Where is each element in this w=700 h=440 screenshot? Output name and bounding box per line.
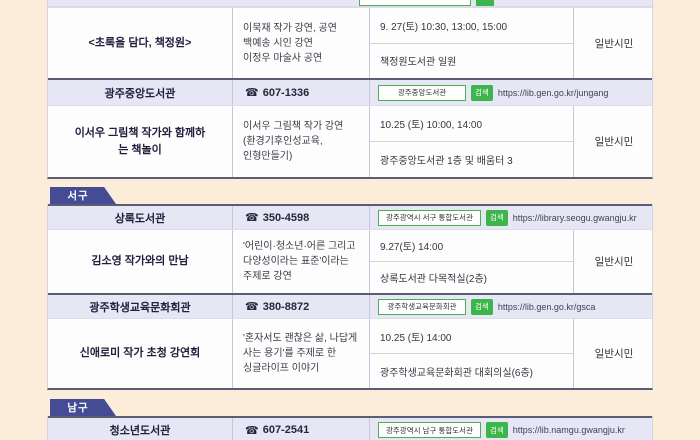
district-table-namgu: 청소년도서관 ☎ 607-2541 광주광역시 남구 통합도서관 검색 http… (47, 416, 653, 440)
library-name: 상록도서관 (48, 206, 233, 229)
library-name: 광주학생교육문화회관 (48, 295, 233, 318)
description-line: 인형만들기) (243, 151, 293, 162)
event-datetime: 9. 27(토) 10:30, 13:00, 15:00 (370, 8, 573, 44)
event-datetime: 9.27(토) 14:00 (370, 230, 573, 262)
event-title: <초록을 담다, 책정원> (48, 8, 233, 78)
event-place: 광주학생교육문화회관 대회의실(6층) (380, 367, 533, 379)
library-phone: ☎ 607-2541 (233, 418, 370, 440)
events-table-page: <초록을 담다, 책정원> 이묵재 작가 강연, 공연 백예송 시인 강연 이정… (47, 0, 653, 440)
event-title: 이서우 그림책 작가와 함께하는 책놀이 (48, 106, 233, 177)
event-row: 신애로미 작가 초청 강연회 '혼자서도 괜찮은 삶, 나답게 사는 용기'를 … (48, 318, 652, 388)
event-description: 이묵재 작가 강연, 공연 백예송 시인 강연 이정우 마술사 공연 (233, 8, 370, 78)
library-search-box: 광주중앙도서관 (378, 84, 466, 101)
library-row: 광주중앙도서관 ☎ 607-1336 광주중앙도서관 검색 https://li… (48, 78, 652, 105)
event-schedule: 10.25 (토) 14:00 광주학생교육문화회관 대회의실(6층) (370, 319, 574, 388)
description-line: 이서우 그림책 작가 강연 (243, 121, 344, 132)
partial-search-box (359, 0, 471, 6)
cutoff-library-row (48, 0, 652, 7)
event-target: 일반시민 (594, 37, 634, 50)
phone-number: 607-2541 (262, 424, 310, 436)
library-search-area: 광주학생교육문화회관 검색 https://lib.gen.go.kr/gsca (370, 295, 654, 318)
event-target: 일반시민 (594, 136, 634, 148)
description-line: 이정우 마술사 공연 (243, 52, 323, 64)
phone-icon: ☎ (245, 212, 259, 224)
event-description: '혼자서도 괜찮은 삶, 나답게 사는 용기'를 주제로 한 싱글라이프 이야기 (233, 319, 370, 388)
description-line: (환경기후인성교육, (243, 136, 323, 147)
district-gap: 남구 (47, 390, 653, 416)
event-row: 이서우 그림책 작가와 함께하는 책놀이 이서우 그림책 작가 강연 (환경기후… (48, 105, 652, 177)
event-place: 책정원도서관 일원 (380, 57, 457, 69)
search-button[interactable]: 검색 (485, 209, 508, 226)
library-name: 광주중앙도서관 (48, 80, 233, 105)
event-place: 상록도서관 다목적실(2층) (380, 274, 487, 285)
library-row: 광주학생교육문화회관 ☎ 380-8872 광주학생교육문화회관 검색 http… (48, 293, 652, 318)
district-tab-seogu: 서구 (50, 187, 116, 204)
phone-icon: ☎ (245, 301, 259, 313)
phone-number: 350-4598 (262, 211, 310, 224)
event-title: 신애로미 작가 초청 강연회 (48, 319, 233, 388)
library-phone: ☎ 350-4598 (233, 206, 370, 229)
event-description: 이서우 그림책 작가 강연 (환경기후인성교육, 인형만들기) (233, 106, 370, 177)
district-table-seogu: 상록도서관 ☎ 350-4598 광주광역시 서구 통합도서관 검색 https… (47, 204, 653, 390)
district-gap: 서구 (47, 179, 653, 204)
phone-number: 607-1336 (262, 86, 310, 99)
event-target: 일반시민 (594, 256, 634, 268)
search-button[interactable]: 검색 (471, 84, 493, 101)
partial-search-button (476, 0, 494, 6)
event-place: 광주중앙도서관 1층 및 배움터 3 (380, 156, 513, 167)
description-line: 백예송 시인 강연 (243, 37, 313, 49)
description-line: '혼자서도 괜찮은 삶, 나답게 (243, 333, 358, 344)
description-line: 싱글라이프 이야기 (243, 363, 320, 374)
library-search-box: 광주학생교육문화회관 (378, 298, 466, 315)
event-row: <초록을 담다, 책정원> 이묵재 작가 강연, 공연 백예송 시인 강연 이정… (48, 7, 652, 78)
event-datetime: 10.25 (토) 10:00, 14:00 (370, 106, 573, 142)
library-url-link[interactable]: https://lib.gen.go.kr/gsca (497, 301, 596, 312)
library-search-area: 광주광역시 서구 통합도서관 검색 https://library.seogu.… (370, 206, 654, 229)
library-url-link[interactable]: https://library.seogu.gwangju.kr (512, 212, 637, 223)
description-line: 주제로 강연 (243, 271, 292, 282)
library-search-area: 광주중앙도서관 검색 https://lib.gen.go.kr/jungang (370, 80, 654, 105)
library-search-area: 광주광역시 남구 통합도서관 검색 https://lib.namgu.gwan… (370, 418, 654, 440)
phone-number: 380-8872 (262, 300, 310, 313)
library-row: 상록도서관 ☎ 350-4598 광주광역시 서구 통합도서관 검색 https… (48, 204, 652, 229)
library-row: 청소년도서관 ☎ 607-2541 광주광역시 남구 통합도서관 검색 http… (48, 416, 652, 440)
phone-icon: ☎ (245, 87, 259, 99)
library-name: 청소년도서관 (48, 418, 233, 440)
description-line: 다양성이라는 표준'이라는 (243, 256, 349, 267)
district-table-top: <초록을 담다, 책정원> 이묵재 작가 강연, 공연 백예송 시인 강연 이정… (47, 0, 653, 179)
event-description: '어린이·청소년·어른 그리고 다양성이라는 표준'이라는 주제로 강연 (233, 230, 370, 293)
district-tab-namgu: 남구 (50, 399, 116, 416)
event-schedule: 9. 27(토) 10:30, 13:00, 15:00 책정원도서관 일원 (370, 8, 574, 78)
search-button[interactable]: 검색 (471, 298, 493, 315)
library-search-box: 광주광역시 서구 통합도서관 (378, 209, 481, 226)
search-button[interactable]: 검색 (485, 422, 508, 438)
library-search-box: 광주광역시 남구 통합도서관 (378, 422, 481, 438)
event-schedule: 10.25 (토) 10:00, 14:00 광주중앙도서관 1층 및 배움터 … (370, 106, 574, 177)
event-schedule: 9.27(토) 14:00 상록도서관 다목적실(2층) (370, 230, 574, 293)
library-url-link[interactable]: https://lib.namgu.gwangju.kr (512, 425, 625, 435)
event-title: 김소영 작가와의 만남 (48, 230, 233, 293)
phone-icon: ☎ (245, 424, 259, 437)
library-url-link[interactable]: https://lib.gen.go.kr/jungang (497, 87, 609, 98)
event-target: 일반시민 (594, 348, 634, 360)
event-row: 김소영 작가와의 만남 '어린이·청소년·어른 그리고 다양성이라는 표준'이라… (48, 229, 652, 293)
description-line: '어린이·청소년·어른 그리고 (243, 241, 356, 252)
description-line: 이묵재 작가 강연, 공연 (243, 22, 337, 34)
library-phone: ☎ 380-8872 (233, 295, 370, 318)
library-phone: ☎ 607-1336 (233, 80, 370, 105)
description-line: 사는 용기'를 주제로 한 (243, 348, 337, 359)
event-datetime: 10.25 (토) 14:00 (370, 319, 573, 354)
